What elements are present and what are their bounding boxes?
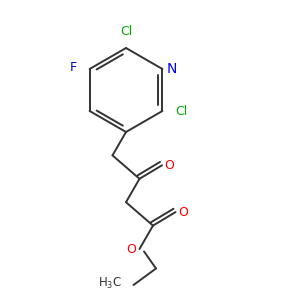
Text: O: O	[165, 159, 174, 172]
Text: H$_3$C: H$_3$C	[98, 276, 122, 291]
Text: F: F	[70, 61, 77, 74]
Text: O: O	[126, 242, 136, 256]
Text: N: N	[166, 62, 177, 76]
Text: O: O	[178, 206, 188, 219]
Text: Cl: Cl	[176, 104, 188, 118]
Text: Cl: Cl	[120, 25, 132, 38]
